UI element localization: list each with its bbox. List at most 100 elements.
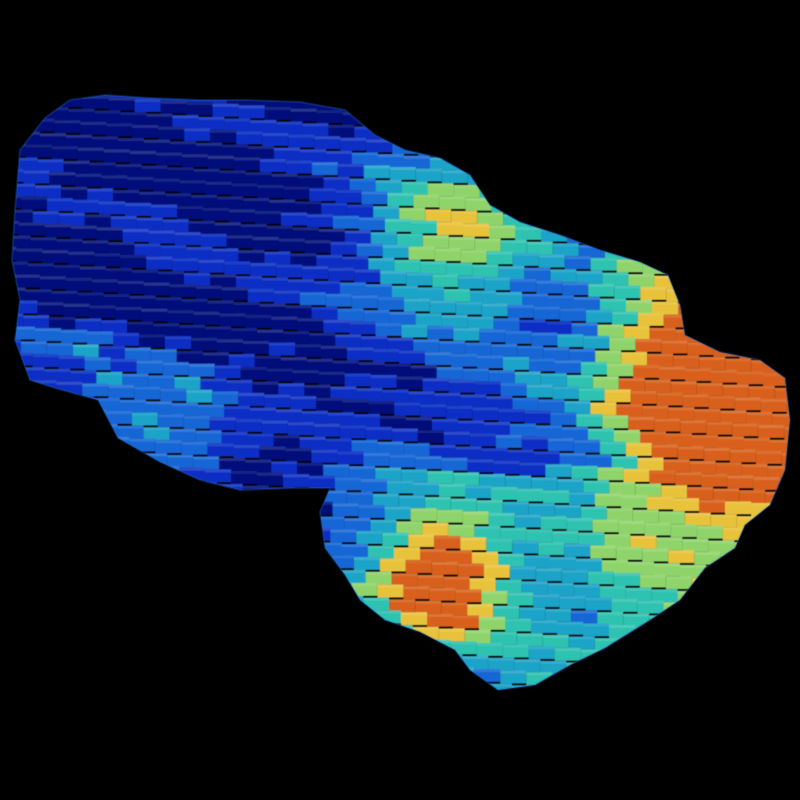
voxel-highlight [590, 114, 617, 118]
voxel-cell [385, 76, 411, 89]
voxel-cell [481, 448, 508, 461]
voxel-cell [789, 95, 790, 100]
voxel-cell [49, 316, 76, 330]
voxel-highlight [583, 480, 610, 484]
voxel-highlight [377, 584, 404, 588]
voxel-cell [488, 370, 515, 383]
voxel-cell [597, 612, 624, 625]
voxel-highlight [385, 219, 411, 222]
voxel-highlight [431, 561, 458, 565]
voxel-cell [465, 197, 492, 211]
voxel-highlight [174, 664, 200, 668]
voxel-highlight [465, 485, 491, 489]
voxel-highlight [457, 563, 484, 567]
voxel-cell [674, 68, 700, 81]
voxel-highlight [323, 607, 349, 611]
voxel-cell [602, 127, 629, 141]
voxel-highlight [332, 360, 359, 364]
voxel-cell [699, 212, 726, 226]
voxel-highlight [512, 253, 539, 256]
voxel-cell [151, 204, 177, 218]
voxel-highlight [361, 191, 388, 195]
voxel-cell [41, 682, 68, 690]
voxel-cell [735, 109, 761, 123]
voxel-cell [75, 461, 101, 475]
voxel-cell [555, 217, 582, 231]
voxel-highlight [358, 649, 385, 653]
voxel-cell [228, 354, 255, 367]
voxel-cell [198, 692, 224, 705]
voxel-highlight [139, 191, 166, 195]
voxel-cell [361, 336, 388, 349]
voxel-cell [259, 446, 286, 460]
voxel-highlight [358, 793, 384, 796]
voxel-highlight [356, 243, 383, 247]
voxel-cell [12, 391, 16, 405]
voxel-highlight [311, 449, 338, 453]
voxel-cell [765, 634, 790, 648]
voxel-highlight [209, 417, 236, 421]
voxel-highlight [318, 371, 345, 375]
voxel-cell [505, 763, 531, 776]
voxel-cell [382, 532, 409, 546]
voxel-cell [633, 365, 659, 378]
voxel-highlight [415, 744, 441, 747]
voxel-highlight [736, 659, 763, 662]
voxel-cell [529, 71, 555, 84]
voxel-cell [143, 427, 170, 441]
voxel-cell [238, 250, 265, 263]
voxel-highlight [316, 254, 343, 258]
voxel-highlight [328, 700, 354, 703]
voxel-cell [150, 349, 177, 363]
voxel-highlight [687, 199, 714, 203]
voxel-cell [0, 757, 8, 770]
voxel-highlight [44, 224, 71, 228]
voxel-cell [664, 171, 690, 185]
voxel-cell [89, 162, 116, 176]
voxel-highlight [155, 297, 182, 301]
voxel-cell [0, 705, 13, 718]
voxel-highlight [0, 63, 7, 66]
voxel-highlight [754, 46, 780, 49]
voxel-cell [436, 654, 463, 668]
voxel-highlight [91, 712, 117, 715]
voxel-highlight [436, 509, 463, 513]
voxel-cell [15, 680, 42, 690]
voxel-highlight [531, 477, 558, 481]
voxel-highlight [642, 261, 669, 264]
voxel-cell [446, 118, 473, 132]
voxel-highlight [533, 594, 560, 598]
voxel-highlight [742, 176, 768, 180]
voxel-cell [101, 320, 128, 333]
voxel-highlight [784, 283, 790, 287]
voxel-cell [583, 768, 609, 781]
voxel-highlight [115, 451, 142, 455]
voxel-highlight [119, 542, 146, 546]
voxel-highlight [271, 173, 298, 177]
voxel-cell [777, 504, 790, 518]
voxel-cell [356, 388, 383, 401]
voxel-highlight [384, 794, 410, 797]
voxel-highlight [423, 91, 449, 94]
voxel-cell [597, 467, 624, 481]
voxel-cell [346, 635, 373, 648]
voxel-cell [652, 301, 678, 315]
voxel-highlight [110, 646, 137, 650]
voxel-cell [256, 617, 283, 631]
voxel-highlight [205, 757, 231, 760]
voxel-highlight [12, 287, 26, 291]
voxel-cell [246, 27, 272, 40]
voxel-highlight [143, 570, 170, 574]
voxel-highlight [604, 246, 631, 250]
voxel-highlight [104, 6, 130, 9]
voxel-highlight [444, 144, 471, 148]
voxel-highlight [28, 118, 55, 122]
voxel-cell [718, 291, 745, 305]
voxel-highlight [0, 234, 4, 237]
voxel-highlight [179, 180, 206, 184]
voxel-highlight [242, 628, 269, 632]
voxel-cell [616, 547, 643, 560]
voxel-highlight [108, 529, 134, 533]
voxel-highlight [349, 754, 375, 757]
voxel-highlight [531, 765, 557, 768]
